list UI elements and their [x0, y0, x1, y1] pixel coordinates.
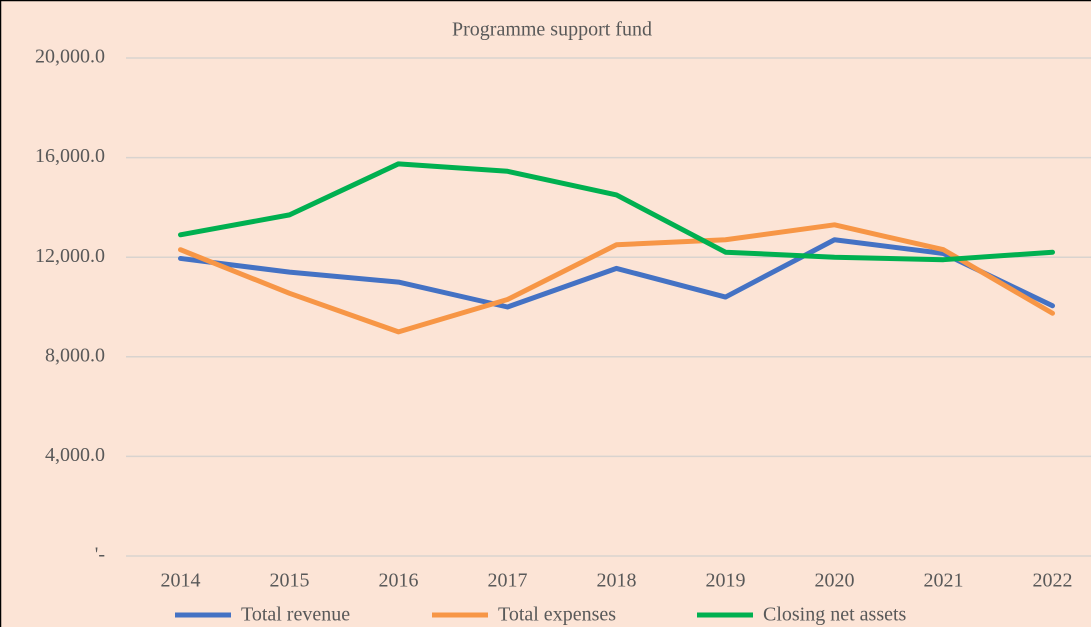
x-tick-label: 2017 [488, 570, 528, 592]
y-tick-label: 8,000.0 [45, 344, 105, 366]
legend-label: Total revenue [241, 604, 350, 626]
y-tick-label: 20,000.0 [35, 46, 105, 68]
series-line [178, 222, 1055, 335]
x-tick-label: 2016 [379, 570, 419, 592]
x-tick-label: 2021 [924, 570, 964, 592]
legend-label: Total expenses [498, 604, 616, 626]
x-tick-label: 2022 [1033, 570, 1073, 592]
y-tick-label: 12,000.0 [35, 245, 105, 267]
y-tick-label: '- [95, 544, 105, 566]
x-tick-label: 2019 [706, 570, 746, 592]
x-tick-label: 2018 [597, 570, 637, 592]
y-tick-label: 4,000.0 [45, 444, 105, 466]
chart-title: Programme support fund [452, 19, 652, 41]
x-tick-label: 2014 [161, 570, 201, 592]
series-line [178, 237, 1055, 310]
series-line [178, 161, 1055, 263]
legend-label: Closing net assets [763, 604, 907, 626]
x-tick-label: 2020 [815, 570, 855, 592]
y-tick-label: 16,000.0 [35, 145, 105, 167]
x-tick-label: 2015 [270, 570, 310, 592]
